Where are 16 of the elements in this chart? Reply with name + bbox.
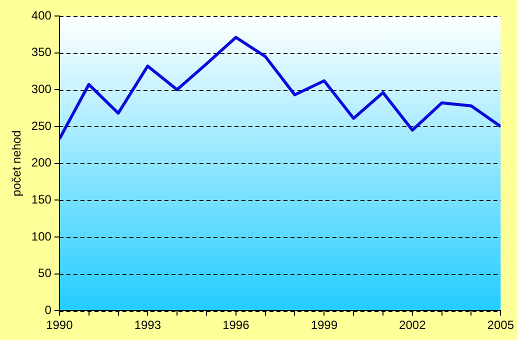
- y-axis-title: počet nehod: [10, 130, 24, 196]
- x-tick-label: 1996: [222, 318, 250, 332]
- x-tick-label: 1999: [310, 318, 338, 332]
- y-tick-label: 100: [31, 229, 52, 244]
- y-tick-label: 250: [31, 118, 52, 133]
- y-tick-label: 150: [31, 192, 52, 206]
- x-tick-label: 1993: [134, 318, 162, 332]
- x-tick-label: 1990: [46, 318, 74, 332]
- x-tick-label: 2005: [487, 318, 514, 332]
- y-tick-label: 350: [31, 45, 52, 60]
- y-tick-label: 300: [31, 82, 52, 96]
- x-tick-label: 2002: [399, 318, 426, 332]
- y-tick-label: 0: [44, 302, 52, 317]
- y-tick-label: 50: [38, 266, 52, 280]
- y-tick-label: 200: [31, 156, 52, 170]
- y-tick-label: 400: [31, 8, 52, 22]
